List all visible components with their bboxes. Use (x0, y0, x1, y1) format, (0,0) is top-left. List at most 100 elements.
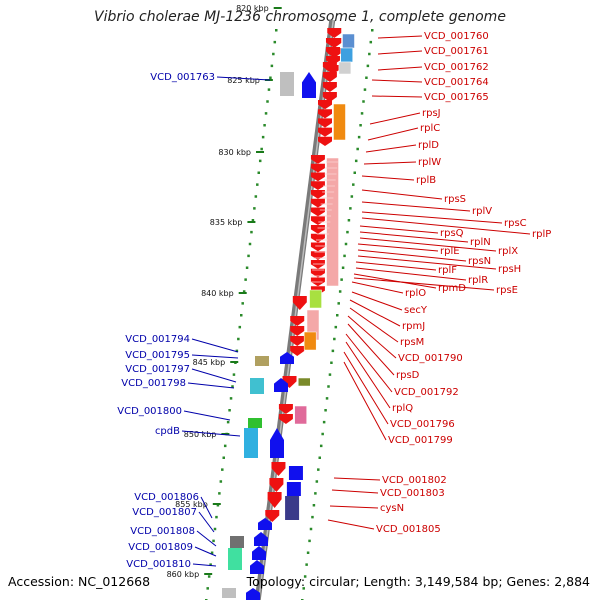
reverse-gene-arrow (310, 225, 325, 234)
track-dot (366, 64, 370, 68)
forward-gene-arrow (280, 352, 294, 364)
gene-label: VCD_001806 (134, 492, 199, 503)
track-dot (353, 171, 356, 174)
gene-label: VCD_001798 (121, 378, 186, 389)
track-dot (226, 420, 230, 424)
track-dot (336, 314, 339, 317)
reverse-gene-arrow (325, 38, 340, 47)
track-dot (231, 385, 234, 388)
track-dot (260, 147, 263, 151)
reverse-gene-arrow (318, 127, 332, 137)
track-dot (263, 124, 266, 127)
track-dot (218, 492, 221, 495)
label-leader (192, 563, 217, 567)
reverse-gene-arrow (318, 118, 332, 128)
track-dot (215, 515, 218, 519)
gene-label: VCD_001802 (382, 475, 447, 486)
kbp-tick-label: 835 kbp (210, 218, 243, 227)
label-leader (345, 341, 391, 409)
track-dot (302, 587, 305, 590)
track-dot (369, 40, 373, 44)
track-dot (321, 432, 324, 436)
forward-gene-box (288, 466, 303, 480)
track-dot (245, 266, 249, 269)
label-leader (355, 261, 437, 271)
topology-label: Topology: circular; Length: 3,149,584 bp… (246, 574, 590, 589)
label-leader (187, 382, 235, 389)
label-leader (359, 225, 439, 234)
reverse-gene-arrow (318, 136, 332, 147)
label-leader (369, 112, 421, 125)
gene-label: rpsQ (440, 228, 464, 239)
track-dot (266, 100, 269, 103)
track-dot (206, 587, 209, 590)
track-dot (251, 219, 255, 222)
track-dot (267, 88, 271, 91)
kbp-tick-label: 825 kbp (227, 76, 260, 85)
label-leader (353, 277, 495, 291)
reverse-gene-arrow (290, 326, 305, 336)
reverse-gene-arrow (278, 404, 293, 414)
gene-label: VCD_001800 (117, 406, 182, 417)
track-dot (213, 527, 217, 531)
track-dot (312, 504, 316, 507)
gene-label: cysN (380, 503, 404, 514)
reverse-gene-arrow (310, 181, 325, 190)
reverse-gene-arrow (267, 492, 282, 508)
track-dot (272, 52, 275, 56)
label-leader (361, 189, 443, 200)
label-leader (359, 231, 469, 243)
track-dot (309, 527, 313, 531)
label-leader (371, 79, 423, 83)
label-leader (357, 249, 467, 262)
track-dot (305, 563, 308, 566)
track-dot (368, 52, 371, 56)
track-dot (317, 468, 320, 471)
gene-label: rpsE (496, 285, 518, 296)
gene-label: rplE (440, 246, 460, 257)
reverse-gene-arrow (322, 62, 337, 72)
track-dot (311, 515, 314, 519)
track-dot (337, 302, 340, 305)
track-dot (308, 539, 311, 543)
cog-category-box (294, 405, 307, 425)
cog-category-box (250, 378, 264, 394)
track-dot (325, 397, 329, 400)
kbp-tick-label: 850 kbp (184, 430, 217, 439)
track-dot (242, 290, 246, 293)
left-dot-track (205, 29, 278, 600)
track-dot (350, 195, 354, 198)
reverse-gene-arrow (327, 28, 342, 38)
track-dot (354, 159, 358, 163)
track-dot (253, 207, 256, 210)
gene-label: rplF (438, 265, 457, 276)
label-leader (196, 530, 217, 547)
label-leader (355, 267, 467, 281)
gene-label: VCD_001762 (424, 62, 489, 73)
gene-label: rpsH (498, 264, 521, 275)
reverse-gene-arrow (310, 155, 325, 164)
cog-category-box (342, 33, 355, 49)
reverse-gene-arrow (310, 242, 325, 252)
gene-label: VCD_001765 (424, 92, 489, 103)
backbone-line (254, 19, 336, 600)
kbp-tick-label: 830 kbp (218, 148, 251, 157)
track-dot (232, 373, 236, 376)
track-dot (318, 456, 321, 459)
kbp-tick-label: 860 kbp (167, 570, 200, 579)
track-dot (322, 420, 326, 424)
label-leader (191, 354, 239, 359)
label-leader (200, 496, 213, 519)
gene-label: VCD_001799 (388, 435, 453, 446)
gene-label: VCD_001794 (125, 334, 190, 345)
track-dot (209, 563, 212, 566)
label-leader (333, 477, 381, 481)
label-leader (349, 307, 399, 343)
track-dot (347, 219, 351, 222)
reverse-gene-arrow (322, 72, 337, 82)
gene-label: rplX (498, 246, 518, 257)
reverse-gene-arrow (271, 462, 286, 476)
track-dot (365, 76, 368, 79)
label-leader (343, 351, 389, 425)
kbp-tick-label: 820 kbp (236, 4, 269, 13)
